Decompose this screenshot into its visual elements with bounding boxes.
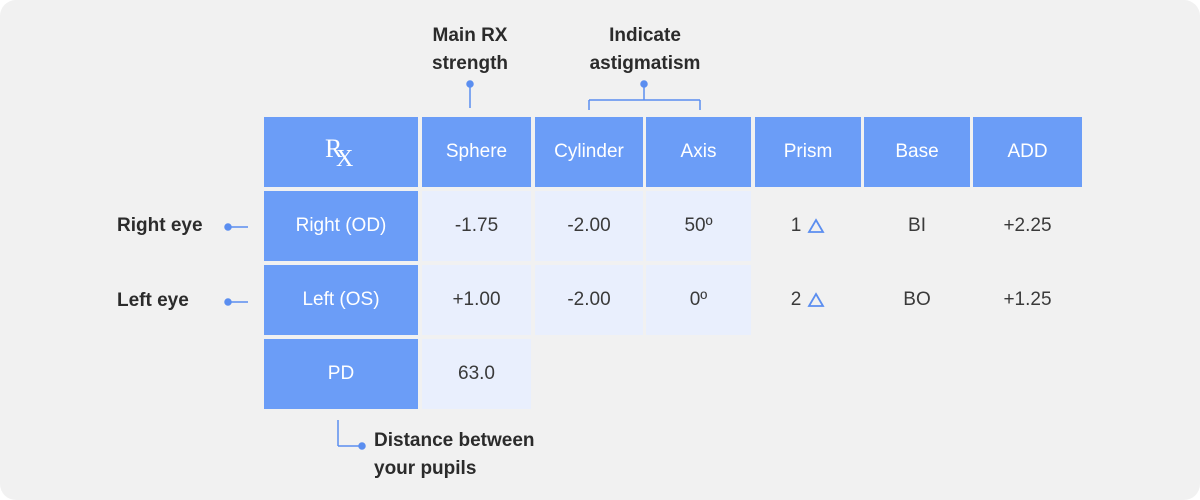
rx-symbol: R X	[325, 134, 354, 172]
prism-triangle-icon	[807, 218, 825, 233]
header-cylinder: Cylinder	[535, 117, 643, 187]
pd-value: 63.0	[422, 339, 531, 409]
header-add: ADD	[973, 117, 1082, 187]
right-axis: 50º	[646, 191, 751, 261]
left-cylinder: -2.00	[535, 265, 643, 335]
left-prism-value: 2	[790, 289, 802, 310]
right-base: BI	[864, 191, 970, 261]
row-label-pd: PD	[264, 339, 418, 409]
right-prism: 1	[755, 191, 861, 261]
left-add: +1.25	[973, 265, 1082, 335]
header-rx-symbol: R X	[264, 117, 418, 187]
header-sphere: Sphere	[422, 117, 531, 187]
left-sphere: +1.00	[422, 265, 531, 335]
connector-dot-pd	[358, 442, 366, 450]
prism-triangle-icon	[807, 292, 825, 307]
annotation-pd: Distance between your pupils	[374, 430, 535, 479]
annotation-main-rx: Main RX strength	[432, 25, 508, 74]
row-label-right: Right (OD)	[264, 191, 418, 261]
header-axis: Axis	[646, 117, 751, 187]
left-base: BO	[864, 265, 970, 335]
left-prism: 2	[755, 265, 861, 335]
annotation-astigmatism: Indicate astigmatism	[589, 25, 701, 74]
right-sphere: -1.75	[422, 191, 531, 261]
annotation-left-eye: Left eye	[117, 290, 189, 311]
header-prism: Prism	[755, 117, 861, 187]
row-label-left: Left (OS)	[264, 265, 418, 335]
annotation-right-eye: Right eye	[117, 215, 203, 236]
right-add: +2.25	[973, 191, 1082, 261]
left-axis: 0º	[646, 265, 751, 335]
right-prism-value: 1	[790, 215, 802, 236]
header-base: Base	[864, 117, 970, 187]
right-cylinder: -2.00	[535, 191, 643, 261]
